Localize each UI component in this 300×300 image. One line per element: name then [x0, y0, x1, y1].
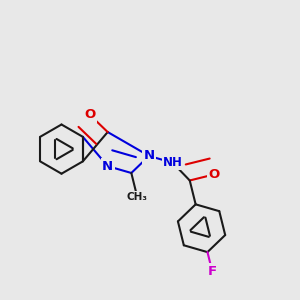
Text: F: F	[208, 265, 217, 278]
Text: N: N	[102, 160, 113, 173]
Text: CH₃: CH₃	[127, 192, 148, 202]
Text: O: O	[84, 109, 96, 122]
Text: O: O	[208, 168, 219, 181]
Text: N: N	[143, 149, 155, 162]
Text: NH: NH	[163, 156, 183, 169]
